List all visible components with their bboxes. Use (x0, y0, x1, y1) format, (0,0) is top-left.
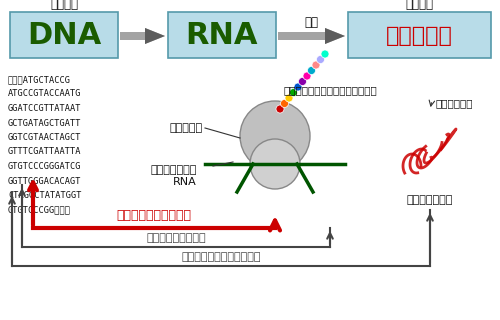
Text: CTAGGCTATATGGT: CTAGGCTATATGGT (8, 191, 82, 200)
Text: 翻訳の途中終了の情報: 翻訳の途中終了の情報 (116, 209, 192, 222)
FancyBboxPatch shape (168, 12, 276, 58)
Text: GGTTGGGACACAGT: GGTTGGGACACAGT (8, 177, 82, 186)
Circle shape (316, 55, 324, 63)
Circle shape (303, 72, 311, 80)
Circle shape (308, 67, 316, 75)
Text: GCTGATAGCTGATT: GCTGATAGCTGATT (8, 118, 82, 127)
Text: 翻訳: 翻訳 (304, 15, 318, 28)
Polygon shape (120, 28, 165, 44)
Text: 翻訳速度調節の情報: 翻訳速度調節の情報 (146, 233, 206, 243)
FancyBboxPatch shape (348, 12, 491, 58)
Text: 遠伝情報: 遠伝情報 (50, 0, 78, 12)
Text: GGATCCGTTATAAT: GGATCCGTTATAAT (8, 104, 82, 113)
Text: タンパク質の立体構造情報: タンパク質の立体構造情報 (181, 252, 261, 262)
Text: GTGTCCCGGGATCG: GTGTCCCGGGATCG (8, 162, 82, 171)
Text: ・・・ATGCTACCG: ・・・ATGCTACCG (8, 75, 71, 84)
Polygon shape (325, 28, 345, 44)
Circle shape (312, 61, 320, 69)
Circle shape (285, 94, 293, 102)
Text: DNA: DNA (27, 21, 101, 51)
Text: ATGCCGTACCAATG: ATGCCGTACCAATG (8, 90, 82, 99)
Circle shape (298, 77, 306, 85)
Text: 新たに合成されてきたタンパク質: 新たに合成されてきたタンパク質 (283, 85, 377, 95)
Text: RNA: RNA (186, 21, 258, 51)
Circle shape (321, 50, 329, 58)
Text: メッセンジャー
RNA: メッセンジャー RNA (150, 165, 197, 187)
Circle shape (280, 100, 288, 108)
Text: リボソーム: リボソーム (170, 123, 203, 133)
Circle shape (294, 83, 302, 91)
Text: 立体構造形成: 立体構造形成 (435, 98, 472, 108)
FancyBboxPatch shape (10, 12, 118, 58)
Text: 機能分子: 機能分子 (406, 0, 433, 12)
Text: GTGTCCCGG・・・: GTGTCCCGG・・・ (8, 205, 71, 214)
Text: GGTCGTAACTAGCT: GGTCGTAACTAGCT (8, 133, 82, 142)
Polygon shape (278, 28, 345, 44)
Circle shape (276, 105, 284, 113)
Circle shape (240, 101, 310, 171)
Polygon shape (145, 28, 165, 44)
Text: タンパク質: タンパク質 (386, 26, 453, 46)
Text: GTTTCGATTAATTA: GTTTCGATTAATTA (8, 148, 82, 156)
Circle shape (250, 139, 300, 189)
Circle shape (290, 89, 298, 97)
Text: 完成タンパク質: 完成タンパク質 (407, 195, 453, 205)
